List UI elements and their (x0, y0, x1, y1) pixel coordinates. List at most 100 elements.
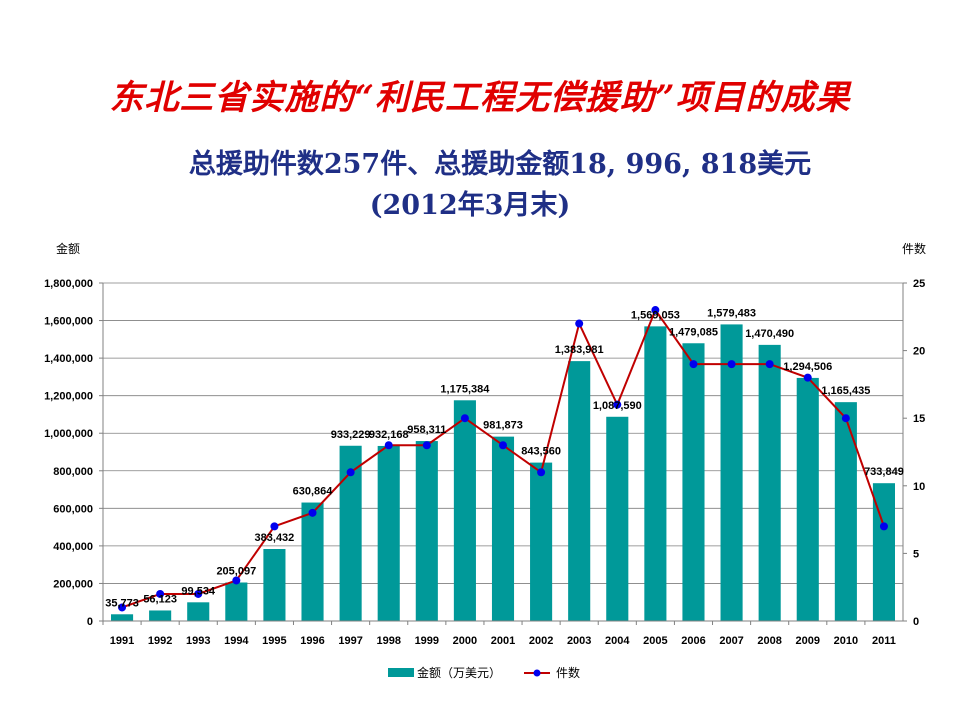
bar (453, 400, 476, 621)
axes (102, 283, 904, 622)
bar-series (111, 324, 895, 621)
bar (568, 361, 591, 621)
x-tick-label: 2002 (529, 635, 553, 647)
count-point (803, 373, 812, 382)
y-left-tick-label: 600,000 (53, 503, 93, 515)
y-left-tick-label: 1,800,000 (44, 278, 93, 290)
y-left-tick-label: 1,600,000 (44, 316, 93, 328)
bar (796, 377, 819, 621)
bar (111, 614, 134, 621)
x-tick-label: 1994 (224, 635, 249, 647)
bar-value-label: 933,229 (331, 429, 371, 441)
bar-value-label: 843,560 (521, 446, 561, 458)
bar-value-label: 630,864 (293, 486, 334, 498)
count-point (460, 414, 469, 423)
bar-value-label: 1,087,590 (593, 400, 642, 412)
bar-value-label: 1,569,053 (631, 309, 680, 321)
bar (377, 445, 400, 621)
x-tick-label: 1996 (300, 635, 324, 647)
x-tick-label: 1995 (262, 635, 286, 647)
bar-value-label: 99,534 (181, 585, 216, 597)
y-left-tick-label: 200,000 (53, 578, 93, 590)
count-point (841, 414, 850, 423)
bar (530, 462, 553, 621)
bar (225, 582, 248, 621)
y-right-tick-label: 5 (913, 548, 919, 560)
count-point (651, 306, 660, 315)
count-point (384, 441, 393, 450)
tick-labels: 0 200,000 400,000 600,000 800,000 1,000,000 1,… (44, 278, 925, 647)
legend-bar-label: 金额（万美元） (417, 665, 501, 680)
y-axis-right-title: 件数 (902, 241, 926, 256)
y-left-tick-label: 1,400,000 (44, 353, 93, 365)
y-axis-left-title: 金额 (56, 241, 80, 256)
bar (415, 441, 438, 621)
y-left-tick-label: 0 (87, 616, 93, 628)
bar (758, 344, 781, 621)
count-point (765, 360, 774, 369)
bar-value-label: 1,479,085 (669, 326, 718, 338)
bar (263, 549, 286, 621)
x-tick-label: 2007 (719, 635, 743, 647)
bar-value-label: 1,579,483 (707, 307, 756, 319)
bar-value-label: 205,097 (216, 565, 256, 577)
bar-value-label: 35,773 (105, 597, 139, 609)
bar-value-label: 1,294,506 (783, 361, 832, 373)
count-point (422, 441, 431, 450)
bar (720, 324, 743, 621)
bar-value-label: 1,165,435 (821, 385, 870, 397)
bar-value-label: 1,383,981 (555, 344, 604, 356)
bar-value-label: 733,849 (864, 466, 904, 478)
y-left-tick-label: 800,000 (53, 466, 93, 478)
count-point (194, 589, 203, 598)
y-right-tick-label: 0 (913, 616, 919, 628)
count-point (156, 589, 165, 598)
bar-value-label: 383,432 (255, 532, 295, 544)
y-right-tick-label: 25 (913, 278, 925, 290)
bar (606, 416, 629, 621)
x-tick-label: 2008 (757, 635, 781, 647)
x-tick-label: 2001 (491, 635, 515, 647)
count-point (879, 522, 888, 531)
count-point (613, 400, 622, 409)
x-tick-label: 2009 (796, 635, 820, 647)
bar-value-label: 1,470,490 (745, 328, 794, 340)
chart-subtitle-line2: (2012年3月末) (369, 190, 571, 221)
count-point (346, 468, 355, 477)
x-tick-label: 1991 (110, 635, 134, 647)
count-point (308, 508, 317, 517)
chart-subtitle-line1: 总援助件数257件、总援助金额18, 996, 818美元 (188, 149, 812, 180)
line-series (118, 306, 888, 612)
y-left-tick-label: 1,000,000 (44, 428, 93, 440)
y-right-tick-label: 20 (913, 346, 925, 358)
bar (149, 610, 172, 621)
x-tick-label: 2003 (567, 635, 591, 647)
y-right-tick-label: 10 (913, 481, 925, 493)
y-right-tick-label: 15 (913, 413, 925, 425)
count-point (270, 522, 279, 531)
bar-value-label: 958,311 (407, 424, 446, 436)
x-tick-label: 1993 (186, 635, 210, 647)
y-left-tick-label: 400,000 (53, 541, 93, 553)
x-tick-label: 2000 (453, 635, 477, 647)
x-tick-label: 2004 (605, 635, 630, 647)
bar (872, 483, 895, 621)
x-tick-label: 1992 (148, 635, 172, 647)
y-left-tick-label: 1,200,000 (44, 391, 93, 403)
x-tick-label: 1998 (376, 635, 400, 647)
x-tick-label: 1997 (338, 635, 362, 647)
bar (682, 343, 705, 621)
x-tick-label: 2010 (834, 635, 858, 647)
bar-value-label: 981,873 (483, 420, 523, 432)
bar (834, 402, 857, 621)
x-tick-label: 2006 (681, 635, 705, 647)
legend-line-marker (533, 669, 541, 677)
bar-value-label: 1,175,384 (440, 383, 490, 395)
legend: 金额（万美元） 件数 (388, 665, 580, 680)
count-point (727, 360, 736, 369)
bar (644, 326, 667, 621)
x-tick-label: 2005 (643, 635, 667, 647)
bar-value-label: 56,123 (143, 593, 177, 605)
count-point (575, 319, 584, 328)
